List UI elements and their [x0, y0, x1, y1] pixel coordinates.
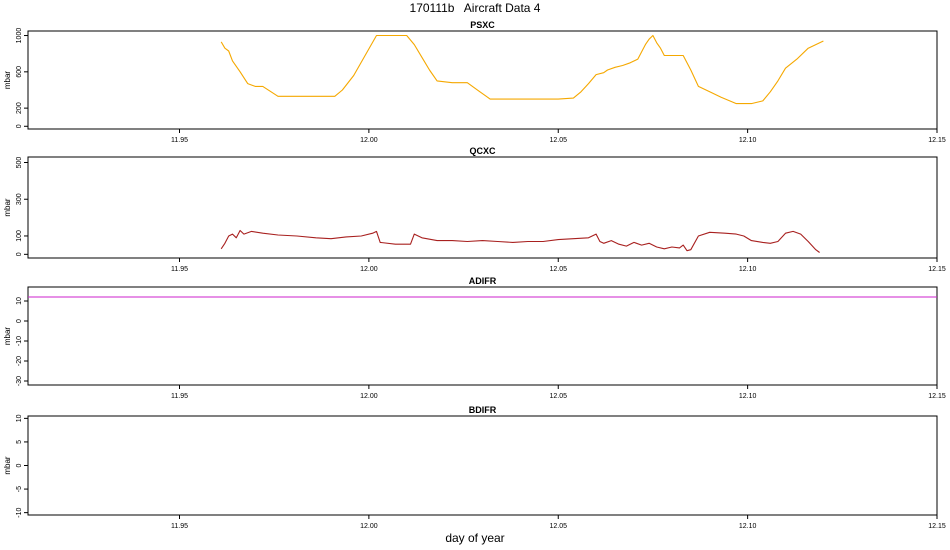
psxc-panel-title: PSXC: [470, 20, 495, 30]
qcxc-panel-title: QCXC: [469, 146, 496, 156]
bdifr-y-tick-label: -10: [16, 507, 23, 517]
adifr-x-tick-label: 11.95: [171, 393, 188, 400]
qcxc-y-tick-label: 0: [16, 252, 23, 256]
adifr-y-axis-label: mbar: [3, 327, 12, 346]
psxc-y-tick-label: 0: [16, 124, 23, 128]
bdifr-y-axis-label: mbar: [3, 456, 12, 475]
adifr-panel: ADIFR mbar -30 -20 -10 0 10 11.95 12.00 12.05 12.1…: [3, 276, 946, 400]
adifr-x-tick-label: 12.00: [360, 393, 378, 400]
x-axis-label: day of year: [445, 531, 505, 545]
qcxc-x-tick-label: 12.05: [549, 266, 567, 273]
psxc-x-tick-label: 12.15: [928, 137, 946, 144]
qcxc-x-tick-label: 12.10: [739, 266, 757, 273]
bdifr-y-tick-label: 0: [16, 463, 23, 467]
qcxc-y-tick-label: 500: [16, 157, 23, 169]
psxc-y-tick-label: 600: [16, 66, 23, 78]
adifr-plot-frame: [27, 286, 938, 386]
bdifr-plot-frame: [27, 415, 938, 516]
bdifr-y-tick-label: 5: [16, 440, 23, 444]
qcxc-x-tick-label: 12.15: [928, 266, 946, 273]
bdifr-x-tick-label: 12.00: [360, 523, 378, 530]
bdifr-panel: BDIFR mbar -10 -5 0 5 10 11.95 12.00 12.05 12.10 12…: [3, 405, 946, 530]
bdifr-y-tick-label: 10: [16, 414, 23, 422]
psxc-x-tick-label: 12.05: [549, 137, 567, 144]
qcxc-x-tick-label: 11.95: [171, 266, 188, 273]
qcxc-y-tick-label: 100: [16, 230, 23, 242]
psxc-x-tick-label: 11.95: [171, 137, 188, 144]
adifr-panel-title: ADIFR: [469, 276, 497, 286]
psxc-panel: PSXC mbar 0 200 600 1000 11.95 12.00 12.05 12.10 1…: [3, 20, 946, 144]
adifr-x-tick-label: 12.15: [928, 393, 946, 400]
bdifr-y-tick-label: -5: [16, 486, 23, 492]
adifr-y-tick-label: -10: [16, 336, 23, 346]
adifr-y-tick-label: -30: [16, 376, 23, 386]
psxc-plot-frame: [27, 30, 938, 130]
qcxc-panel: QCXC mbar 0 100 300 500 11.95 12.00 12.05 12.10 12…: [3, 146, 946, 273]
bdifr-x-tick-label: 12.15: [928, 523, 946, 530]
qcxc-series-line: [220, 229, 820, 253]
adifr-y-tick-label: 10: [16, 297, 23, 305]
psxc-x-tick-label: 12.00: [360, 137, 378, 144]
qcxc-y-axis-label: mbar: [3, 198, 12, 217]
bdifr-panel-title: BDIFR: [469, 405, 497, 415]
adifr-x-tick-label: 12.10: [739, 393, 757, 400]
adifr-y-tick-label: -20: [16, 356, 23, 366]
adifr-y-tick-label: 0: [16, 319, 23, 323]
qcxc-plot-frame: [27, 156, 938, 259]
qcxc-y-tick-label: 300: [16, 193, 23, 205]
qcxc-x-tick-label: 12.00: [360, 266, 378, 273]
bdifr-x-tick-label: 12.10: [739, 523, 757, 530]
psxc-series-line: [220, 34, 824, 105]
psxc-y-tick-label: 1000: [16, 28, 23, 44]
bdifr-x-tick-label: 12.05: [549, 523, 567, 530]
psxc-y-axis-label: mbar: [3, 71, 12, 90]
adifr-x-tick-label: 12.05: [549, 393, 567, 400]
psxc-x-tick-label: 12.10: [739, 137, 757, 144]
chart-title: 170111b Aircraft Data 4: [409, 1, 541, 15]
bdifr-x-tick-label: 11.95: [171, 523, 188, 530]
psxc-y-tick-label: 200: [16, 102, 23, 114]
